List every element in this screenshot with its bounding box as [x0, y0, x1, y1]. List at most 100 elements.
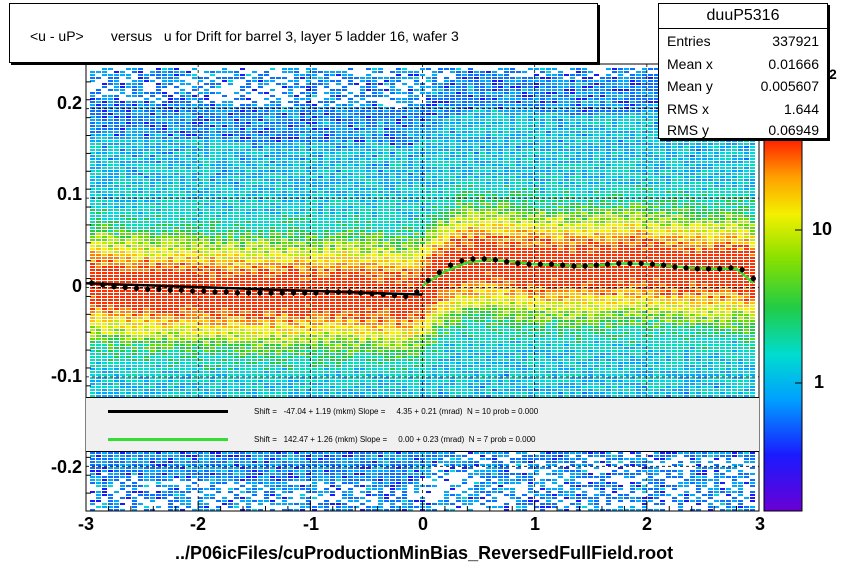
- heatmap-cell: [294, 260, 299, 262]
- heatmap-cell: [180, 320, 185, 322]
- heatmap-cell: [162, 476, 167, 478]
- heatmap-cell: [228, 242, 233, 244]
- heatmap-cell: [222, 476, 227, 478]
- heatmap-cell: [252, 143, 257, 145]
- heatmap-cell: [258, 212, 263, 214]
- heatmap-cell: [114, 341, 119, 343]
- heatmap-cell: [156, 506, 161, 508]
- heatmap-cell: [252, 383, 257, 385]
- heatmap-cell: [120, 116, 125, 118]
- heatmap-cell: [96, 389, 101, 391]
- heatmap-cell: [210, 392, 215, 394]
- heatmap-cell: [96, 116, 101, 118]
- heatmap-cell: [144, 224, 149, 226]
- heatmap-cell: [270, 296, 275, 298]
- heatmap-cell: [126, 239, 131, 241]
- heatmap-cell: [300, 470, 305, 472]
- heatmap-cell: [222, 305, 227, 307]
- heatmap-cell: [204, 395, 209, 397]
- heatmap-cell: [156, 479, 161, 481]
- heatmap-cell: [144, 356, 149, 358]
- heatmap-cell: [174, 110, 179, 112]
- heatmap-cell: [150, 215, 155, 217]
- heatmap-cell: [258, 155, 263, 157]
- heatmap-cell: [198, 473, 203, 475]
- heatmap-cell: [138, 176, 143, 178]
- heatmap-cell: [108, 383, 113, 385]
- heatmap-cell: [300, 200, 305, 202]
- heatmap-cell: [96, 71, 101, 73]
- heatmap-cell: [246, 362, 251, 364]
- heatmap-cell: [102, 125, 107, 127]
- heatmap-cell: [300, 284, 305, 286]
- heatmap-cell: [168, 458, 173, 460]
- heatmap-cell: [288, 89, 293, 91]
- heatmap-cell: [240, 155, 245, 157]
- heatmap-cell: [276, 206, 281, 208]
- heatmap-cell: [276, 320, 281, 322]
- heatmap-cell: [108, 302, 113, 304]
- heatmap-cell: [288, 329, 293, 331]
- heatmap-cell: [288, 368, 293, 370]
- heatmap-cell: [126, 251, 131, 253]
- heatmap-cell: [126, 77, 131, 79]
- heatmap-cell: [276, 182, 281, 184]
- heatmap-cell: [240, 317, 245, 319]
- heatmap-cell: [240, 251, 245, 253]
- heatmap-cell: [156, 182, 161, 184]
- heatmap-cell: [156, 248, 161, 250]
- heatmap-cell: [252, 476, 257, 478]
- heatmap-cell: [246, 152, 251, 154]
- heatmap-cell: [288, 254, 293, 256]
- heatmap-cell: [270, 377, 275, 379]
- heatmap-cell: [126, 86, 131, 88]
- heatmap-cell: [168, 332, 173, 334]
- heatmap-cell: [210, 74, 215, 76]
- heatmap-cell: [126, 110, 131, 112]
- heatmap-cell: [258, 119, 263, 121]
- heatmap-cell: [90, 350, 95, 352]
- heatmap-cell: [120, 236, 125, 238]
- heatmap-cell: [174, 242, 179, 244]
- heatmap-cell: [204, 176, 209, 178]
- heatmap-cell: [252, 185, 257, 187]
- heatmap-cell: [162, 83, 167, 85]
- heatmap-cell: [294, 305, 299, 307]
- heatmap-cell: [270, 161, 275, 163]
- heatmap-cell: [114, 377, 119, 379]
- heatmap-cell: [180, 107, 185, 109]
- heatmap-cell: [210, 83, 215, 85]
- heatmap-cell: [276, 251, 281, 253]
- heatmap-cell: [150, 395, 155, 397]
- heatmap-cell: [210, 272, 215, 274]
- heatmap-cell: [228, 458, 233, 460]
- heatmap-cell: [126, 137, 131, 139]
- heatmap-cell: [228, 149, 233, 151]
- heatmap-cell: [240, 392, 245, 394]
- heatmap-cell: [282, 113, 287, 115]
- heatmap-cell: [120, 131, 125, 133]
- heatmap-cell: [168, 149, 173, 151]
- heatmap-cell: [210, 242, 215, 244]
- heatmap-cell: [162, 362, 167, 364]
- heatmap-cell: [168, 365, 173, 367]
- heatmap-cell: [180, 491, 185, 493]
- heatmap-cell: [240, 380, 245, 382]
- heatmap-cell: [234, 167, 239, 169]
- heatmap-cell: [126, 491, 131, 493]
- heatmap-cell: [150, 371, 155, 373]
- heatmap-cell: [186, 107, 191, 109]
- heatmap-cell: [240, 179, 245, 181]
- heatmap-cell: [216, 242, 221, 244]
- heatmap-cell: [126, 236, 131, 238]
- heatmap-cell: [222, 155, 227, 157]
- heatmap-cell: [186, 272, 191, 274]
- heatmap-cell: [216, 491, 221, 493]
- heatmap-cell: [234, 479, 239, 481]
- heatmap-cell: [258, 392, 263, 394]
- heatmap-cell: [288, 269, 293, 271]
- heatmap-cell: [222, 182, 227, 184]
- heatmap-cell: [156, 89, 161, 91]
- heatmap-cell: [90, 332, 95, 334]
- heatmap-cell: [180, 359, 185, 361]
